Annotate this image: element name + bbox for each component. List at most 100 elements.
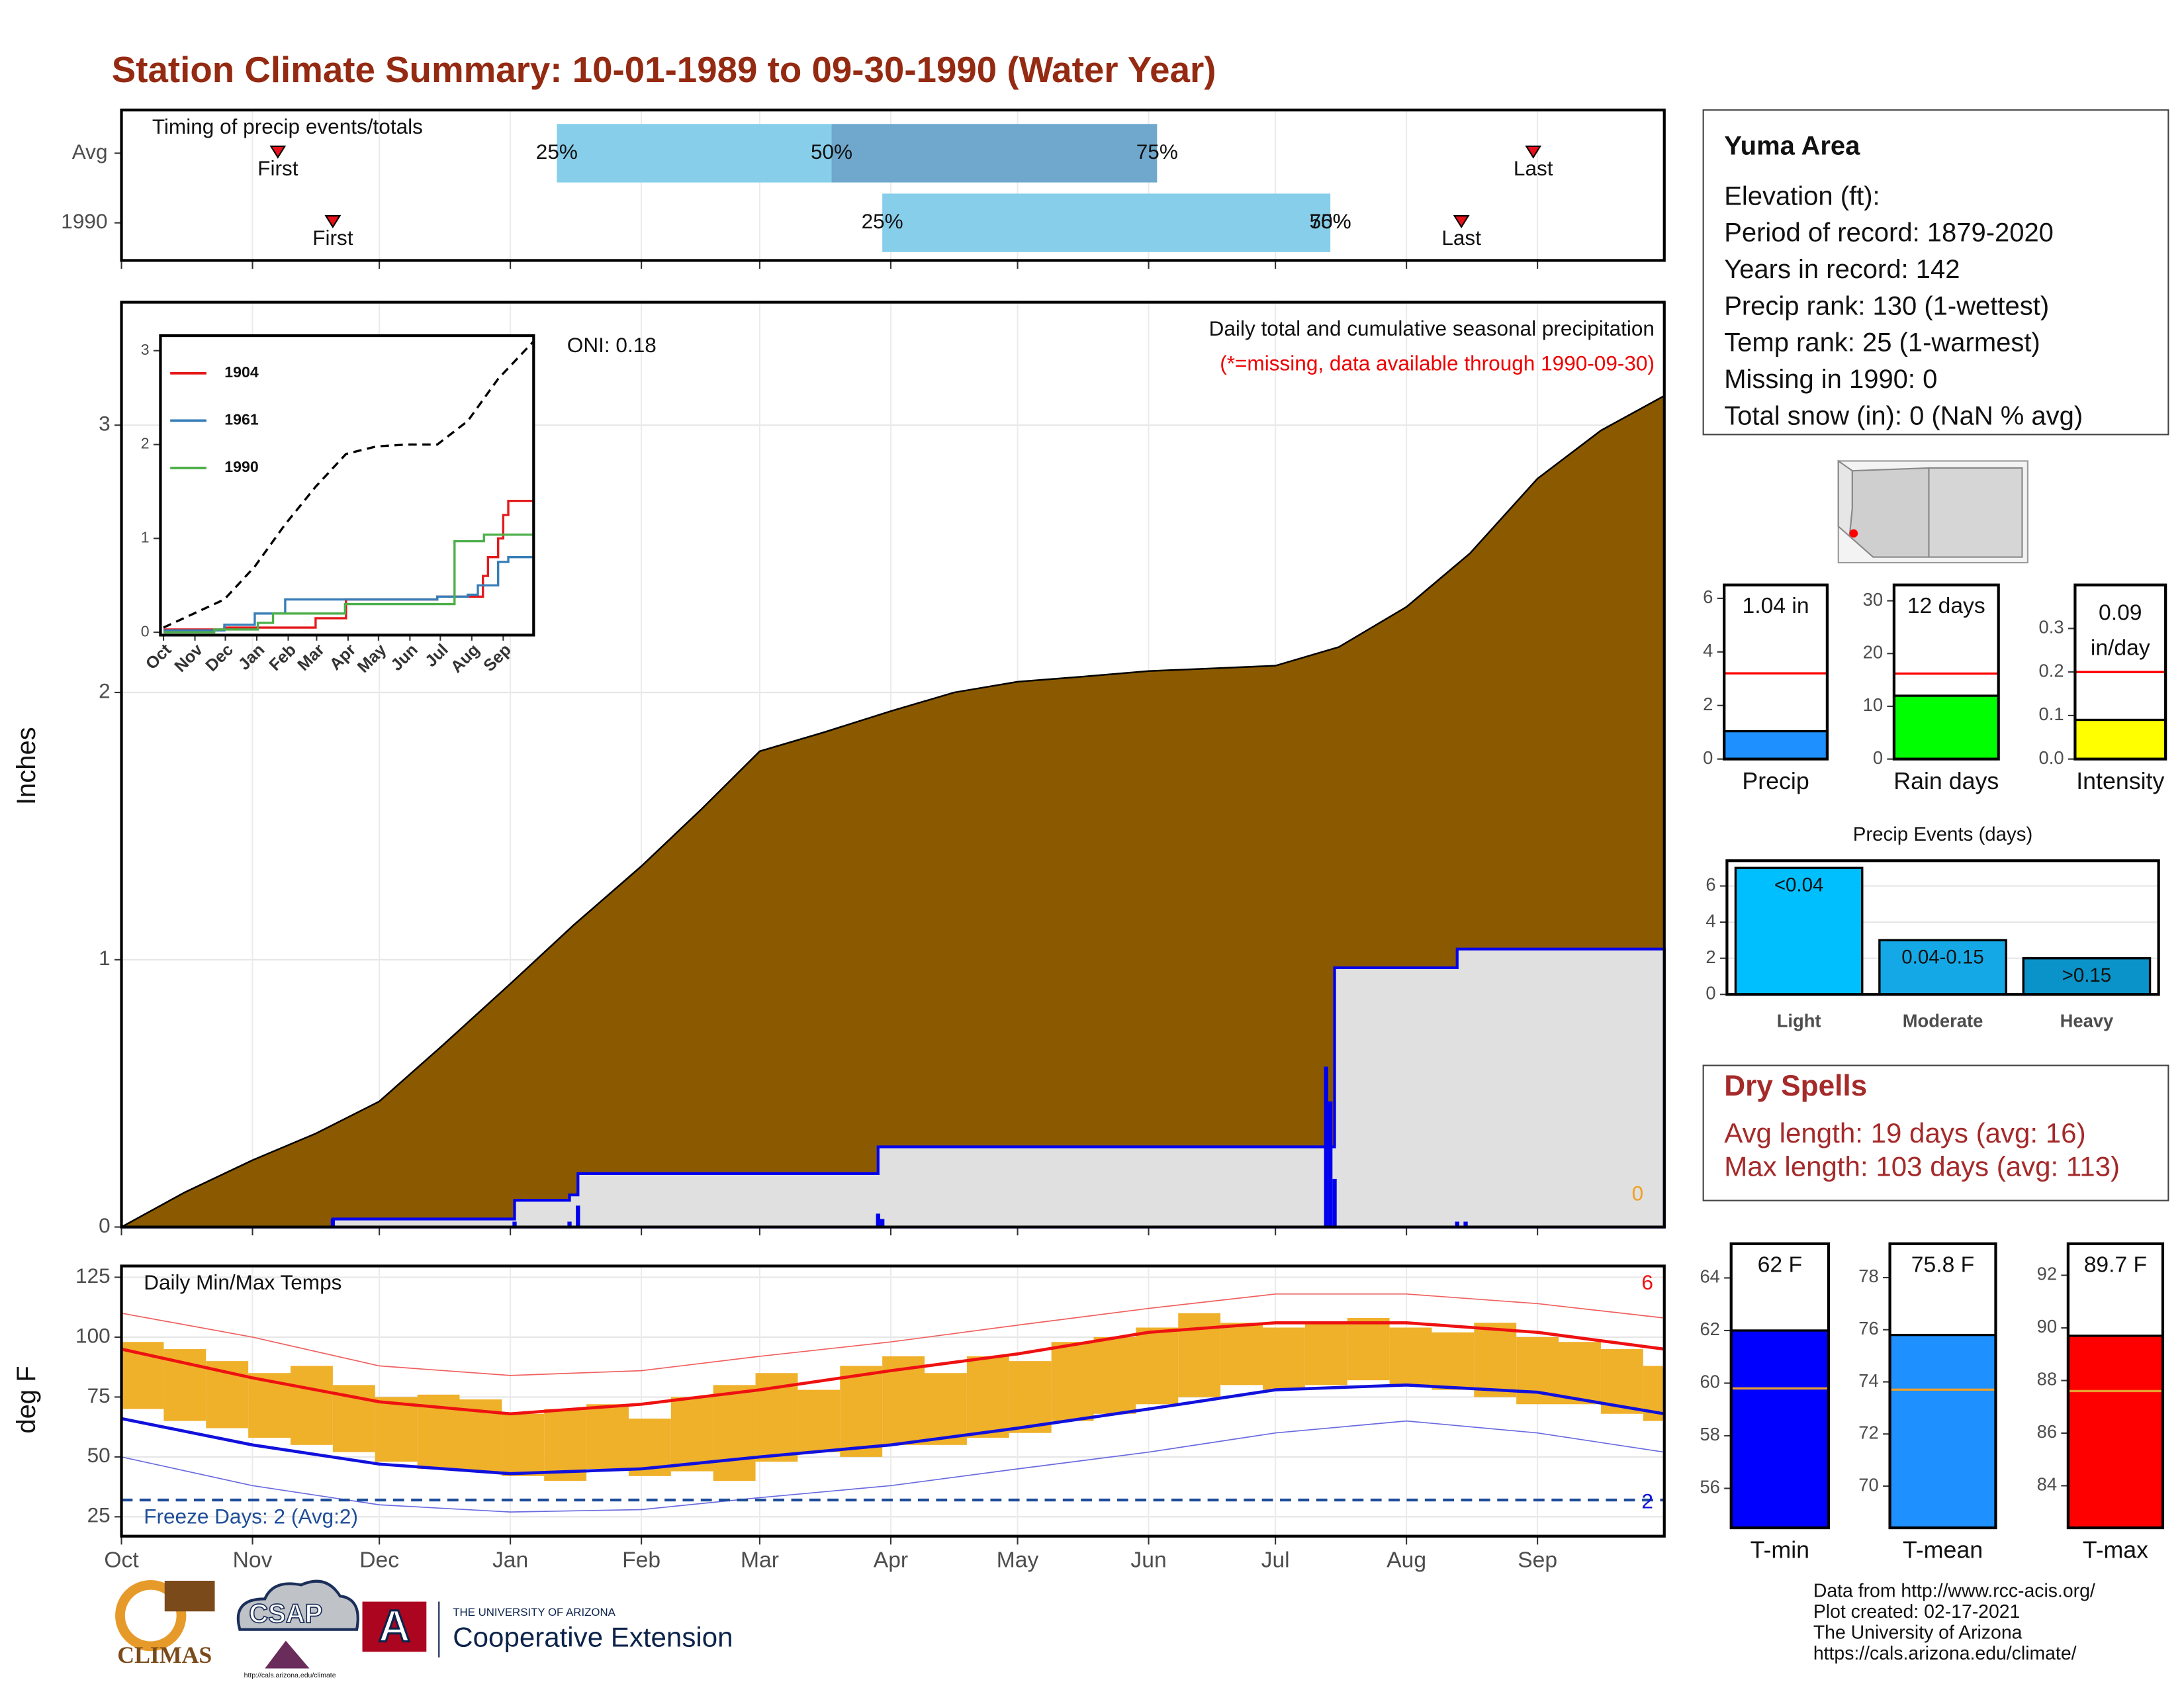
daily-temp-range	[1347, 1318, 1390, 1381]
daily-temp-range	[1051, 1342, 1094, 1421]
bin-label: >0.15	[2062, 964, 2112, 986]
percentile-label: 50%	[811, 140, 852, 164]
daily-temp-range	[1474, 1323, 1517, 1397]
y-tick-label: 30	[1863, 589, 1883, 610]
daily-precip-bar	[1324, 1066, 1328, 1227]
percentile-label: 25%	[862, 209, 903, 233]
category-label: T-max	[2083, 1536, 2148, 1563]
category-label: Moderate	[1903, 1011, 1983, 1031]
y-tick-label: 20	[1863, 641, 1883, 662]
y-tick-label: 3	[99, 412, 111, 436]
station-box	[1702, 109, 2169, 436]
station-line: Precip rank: 130 (1-wettest)	[1724, 291, 2049, 320]
average-cumulative-area	[120, 394, 1665, 1228]
panel-border	[1888, 1242, 1997, 1530]
record-count: 6	[1641, 1270, 1653, 1294]
category-label: Intensity	[2076, 768, 2164, 794]
y-tick-label: 84	[2037, 1474, 2057, 1495]
dry-spells-line: Avg length: 19 days (avg: 16)	[1724, 1117, 2085, 1149]
map-state	[1837, 459, 1853, 538]
x-tick-label: Sep	[1518, 1548, 1557, 1572]
category-label: Heavy	[2060, 1011, 2114, 1031]
daily-temp-range	[797, 1389, 841, 1452]
value-label: 12 days	[1907, 594, 1985, 618]
y-tick-label: 60	[1700, 1372, 1719, 1392]
station-line: Elevation (ft):	[1724, 181, 1880, 211]
y-tick-label: 74	[1858, 1370, 1878, 1391]
panel-border	[1729, 1242, 1831, 1530]
event-label: First	[257, 156, 298, 180]
bar	[2073, 718, 2167, 761]
legend-label: 1990	[224, 458, 258, 475]
daily-temp-range	[544, 1409, 587, 1481]
panel-title: Precip Events (days)	[1853, 823, 2033, 845]
panel-background	[1724, 585, 1827, 759]
daily-temp-range	[1389, 1327, 1432, 1385]
y-tick-label: 0	[99, 1213, 111, 1237]
annotation: Daily total and cumulative seasonal prec…	[1209, 316, 1655, 340]
daily-temp-range	[291, 1366, 333, 1445]
daily-temp-range	[1262, 1327, 1305, 1390]
y-tick-label: 4	[1703, 640, 1713, 661]
bar	[1730, 1329, 1830, 1529]
station-name: Yuma Area	[1724, 132, 1860, 161]
bar	[1734, 867, 1864, 996]
map-state	[1928, 467, 2023, 558]
x-tick-label: May	[997, 1548, 1039, 1572]
category-label: Rain days	[1893, 768, 1999, 794]
x-tick-label: Jan	[492, 1548, 528, 1572]
percentile-label: 75%	[1136, 140, 1178, 164]
daily-temp-range	[1432, 1332, 1475, 1390]
x-tick-label: Aug	[1387, 1548, 1426, 1572]
csap-logo-text: CSAP	[249, 1599, 322, 1628]
y-tick-label: 72	[1858, 1423, 1878, 1443]
dry-spells-title: Dry Spells	[1724, 1070, 1867, 1102]
station-line: Missing in 1990: 0	[1724, 365, 1937, 394]
y-tick-label: 75	[87, 1383, 111, 1407]
bar	[2067, 1335, 2164, 1529]
y-tick-label: 88	[2037, 1369, 2057, 1389]
daily-temp-range	[586, 1404, 629, 1469]
y-tick-label: 64	[1700, 1266, 1719, 1287]
daily-temp-range	[1220, 1323, 1263, 1385]
normal-line	[121, 1321, 1665, 1416]
panel-border	[2066, 1242, 2165, 1530]
y-tick-label: 2	[141, 435, 150, 452]
y-tick-label: 2	[99, 679, 111, 702]
bar	[1888, 1333, 1997, 1529]
category-label: Precip	[1742, 768, 1809, 794]
y-tick-label: 0	[141, 622, 150, 639]
daily-precip-bar	[330, 1219, 336, 1227]
event-marker	[1453, 215, 1470, 228]
bin-label: 0.04-0.15	[1901, 946, 1983, 968]
logos: CLIMAS CSAP http://cals.arizona.edu/clim…	[115, 1579, 733, 1679]
station-line: Years in record: 142	[1724, 255, 1960, 284]
inset-background	[160, 336, 534, 635]
x-tick-label: Dec	[359, 1548, 399, 1572]
extension-name: Cooperative Extension	[453, 1621, 733, 1652]
panel-border	[1723, 583, 1829, 761]
daily-precip-bar	[567, 1221, 572, 1227]
missing-note: (*=missing, data available through 1990-…	[1220, 352, 1655, 375]
event-label: First	[312, 226, 353, 250]
panel-border	[2073, 583, 2167, 761]
series-line	[163, 499, 534, 631]
x-tick-label: Feb	[622, 1548, 660, 1572]
csap-cloud	[236, 1579, 359, 1631]
footer-line: https://cals.arizona.edu/climate/	[1813, 1643, 2077, 1664]
station-marker	[1849, 529, 1858, 538]
y-tick-label: 0	[1703, 747, 1713, 768]
station-lines: Elevation (ft): Period of record: 1879-20…	[1724, 181, 2083, 430]
daily-temp-range	[1093, 1336, 1136, 1414]
y-tick-label: 56	[1700, 1477, 1719, 1497]
csap-url: http://cals.arizona.edu/climate	[244, 1671, 336, 1679]
y-tick-label: 1	[141, 528, 150, 545]
daily-temp-range	[670, 1397, 713, 1472]
freeze-count: 2	[1641, 1489, 1653, 1513]
legend-label: 1961	[224, 411, 259, 428]
missing-count: 0	[1632, 1182, 1644, 1205]
value-label: 75.8 F	[1911, 1252, 1974, 1277]
panel-border	[1892, 583, 2000, 761]
unit-label: in/day	[2091, 635, 2150, 660]
